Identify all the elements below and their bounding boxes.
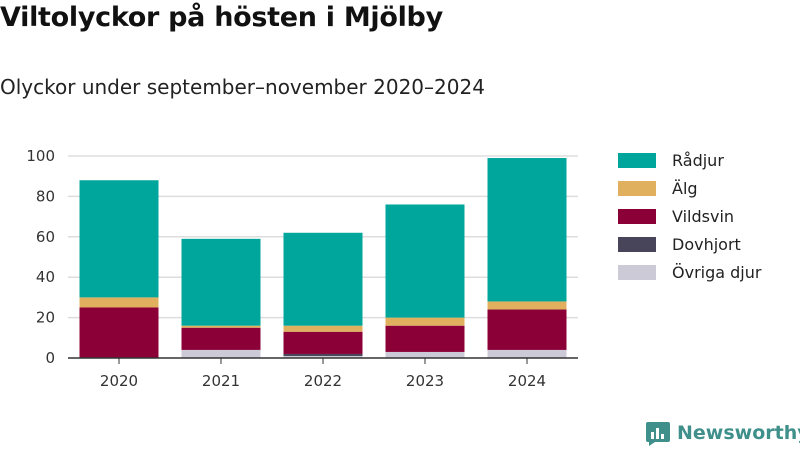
bar-2021-vildsvin — [181, 327, 261, 350]
legend-swatch — [618, 180, 656, 196]
bar-2023--vriga-djur — [385, 351, 465, 358]
y-tick-label-100: 100 — [26, 147, 55, 165]
bar-2023--lg — [385, 317, 465, 326]
legend-swatch — [618, 152, 656, 168]
newsworthy-logo-text: Newsworthy — [677, 422, 800, 444]
legend-label: Vildsvin — [672, 206, 735, 226]
x-tick-label-2022: 2022 — [304, 372, 342, 390]
y-tick-label-60: 60 — [36, 228, 55, 246]
legend-label: Rådjur — [672, 150, 724, 170]
legend-label: Övriga djur — [672, 262, 762, 282]
newsworthy-logo: Newsworthy — [645, 420, 800, 446]
bar-2024-vildsvin — [487, 309, 567, 350]
bar-2022-r-djur — [283, 232, 363, 326]
y-tick-label-80: 80 — [36, 187, 55, 205]
bar-2021-r-djur — [181, 238, 261, 326]
bar-2024--lg — [487, 301, 567, 310]
bar-2024-r-djur — [487, 158, 567, 302]
x-tick-label-2020: 2020 — [100, 372, 138, 390]
chart-subtitle: Olyckor under september–november 2020–20… — [0, 75, 485, 99]
bar-2021--lg — [181, 325, 261, 328]
x-tick-label-2024: 2024 — [508, 372, 546, 390]
legend-label: Älg — [672, 178, 698, 198]
bar-2024--vriga-djur — [487, 349, 567, 358]
bar-2023-r-djur — [385, 204, 465, 318]
legend-swatch — [618, 264, 656, 280]
legend-item: Älg — [618, 174, 761, 202]
newsworthy-logo-icon — [646, 422, 670, 446]
y-tick-label-0: 0 — [45, 349, 55, 367]
bar-2020--lg — [79, 297, 159, 308]
bar-2022--vriga-djur — [283, 355, 363, 358]
y-tick-label-40: 40 — [36, 268, 55, 286]
bar-2023-vildsvin — [385, 325, 465, 352]
x-tick-label-2023: 2023 — [406, 372, 444, 390]
legend-swatch — [618, 236, 656, 252]
y-tick-label-20: 20 — [36, 309, 55, 327]
bar-2020-vildsvin — [79, 307, 159, 358]
legend-item: Dovhjort — [618, 230, 761, 258]
legend-swatch — [618, 208, 656, 224]
x-tick-label-2021: 2021 — [202, 372, 240, 390]
bar-2020-r-djur — [79, 180, 159, 298]
chart-legend: Rådjur Älg Vildsvin Dovhjort Övriga djur — [618, 146, 761, 286]
bar-2021--vriga-djur — [181, 349, 261, 358]
bar-2022-vildsvin — [283, 331, 363, 354]
bar-2022-dovhjort — [283, 353, 363, 356]
legend-item: Vildsvin — [618, 202, 761, 230]
chart-title: Viltolyckor på hösten i Mjölby — [0, 2, 443, 33]
legend-item: Övriga djur — [618, 258, 761, 286]
legend-item: Rådjur — [618, 146, 761, 174]
legend-label: Dovhjort — [672, 234, 741, 254]
bar-2022--lg — [283, 325, 363, 332]
